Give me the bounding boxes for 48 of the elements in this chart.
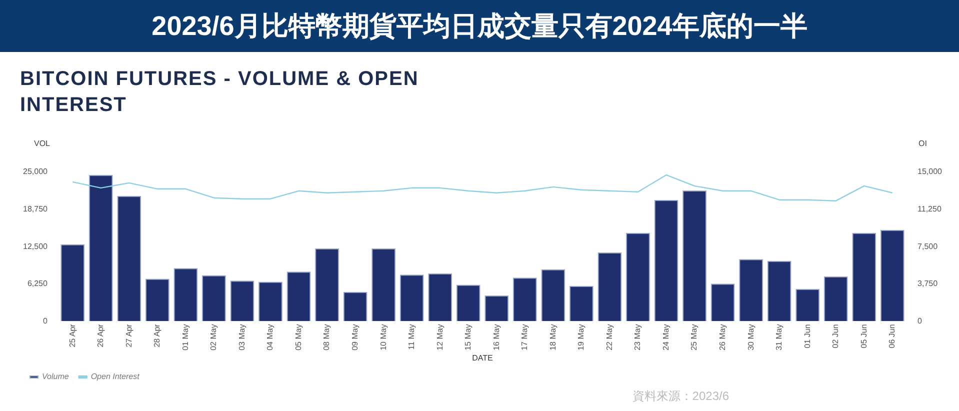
y-tick-label: 0 [43, 316, 48, 326]
legend-label: Open Interest [90, 372, 140, 382]
x-tick-label: 11 May [407, 324, 416, 350]
x-tick-label: 26 Apr [96, 324, 106, 348]
y2-tick-label: 11,250 [918, 204, 942, 214]
x-tick-label: 03 May [237, 324, 246, 350]
x-tick-label: 22 May [604, 324, 614, 350]
x-tick-label: 02 Jun [831, 324, 840, 348]
chart-title: 2023/6月比特幣期貨平均日成交量只有2024年底的一半 [0, 0, 959, 52]
x-tick-label: 17 May [520, 324, 530, 350]
x-tick-label: 01 Jun [802, 324, 812, 348]
x-tick-label: 28 Apr [152, 324, 162, 348]
x-tick-label: 01 May [180, 324, 190, 350]
y2-tick-label: 3,750 [918, 279, 938, 288]
x-tick-label: 18 May [548, 324, 558, 350]
x-tick-label: 05 Jun [859, 324, 868, 348]
x-tick-label: 30 May [746, 324, 756, 350]
x-tick-label: 26 May [718, 324, 727, 350]
y2-tick-label: 15,000 [918, 167, 943, 176]
x-tick-label: 09 May [350, 324, 360, 350]
y2-tick-label: 7,500 [918, 242, 938, 251]
x-tick-label: 12 May [435, 324, 444, 350]
legend-label: Volume [42, 372, 70, 382]
x-tick-label: 25 May [690, 324, 699, 350]
x-tick-label: 25 Apr [68, 324, 77, 348]
x-tick-label: 27 Apr [124, 324, 134, 348]
x-tick-label: 06 Jun [888, 324, 897, 348]
x-tick-label: 24 May [661, 324, 670, 350]
x-tick-label: 10 May [378, 324, 388, 350]
y-tick-label: 25,000 [23, 167, 48, 176]
y-tick-label: 6,250 [27, 279, 48, 288]
x-tick-label: 15 May [464, 324, 473, 350]
x-tick-label: 23 May [633, 324, 642, 350]
x-tick-label: 05 May [294, 324, 303, 350]
x-tick-label: 04 May [266, 324, 275, 350]
x-tick-label: 02 May [209, 324, 218, 350]
x-tick-label: 16 May [492, 324, 501, 350]
y2-axis-title: OI [918, 139, 927, 148]
source-note: 資料來源：2023/6 [632, 388, 729, 405]
chart-subtitle: BITCOIN FUTURES - VOLUME & OPEN INTEREST [20, 67, 420, 118]
y-tick-label: 18,750 [23, 204, 48, 214]
x-tick-label: 08 May [322, 324, 332, 350]
y2-tick-label: 0 [918, 316, 923, 326]
y-axis-title: VOL [34, 139, 51, 148]
x-tick-label: 31 May [774, 324, 784, 350]
y-tick-label: 12,500 [23, 242, 48, 251]
x-tick-label: 19 May [576, 324, 586, 350]
x-axis-title: DATE [472, 353, 493, 362]
